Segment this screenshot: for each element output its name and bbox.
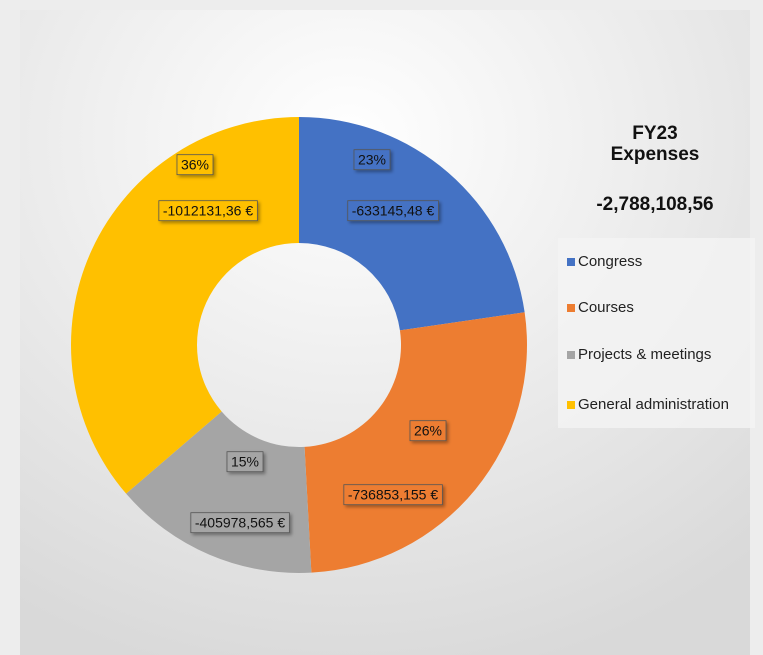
percentage-label-box [409,420,447,442]
donut-slice [299,117,525,331]
value-label: -1012131,36 € [163,203,254,219]
percentage-label-box [176,154,214,176]
value-label: -633145,48 € [352,203,435,219]
legend-swatch [567,258,575,266]
value-label: -405978,565 € [195,515,286,531]
total-label: -2,788,108,56 [596,194,713,215]
chart-title: FY23 Expenses [611,123,700,165]
legend-label: Courses [578,299,634,316]
percentage-label: 26% [414,423,442,439]
legend-swatch [567,401,575,409]
legend-label: Congress [578,253,642,270]
data-labels: 23% -633145,48 € 26% -736853,155 € 15% -40597… [158,149,447,534]
value-label-box [158,200,258,222]
percentage-label: 23% [358,152,386,168]
percentage-label-box [353,149,391,171]
value-label-box [347,200,439,222]
percentage-label: 15% [231,454,259,470]
value-label: -736853,155 € [348,487,439,503]
value-label-box [190,512,290,534]
percentage-label-box [226,451,264,473]
legend-swatch [567,351,575,359]
legend-label: Projects & meetings [578,346,711,363]
legend-swatch [567,304,575,312]
legend-box [558,238,755,428]
donut-slice [304,312,527,573]
value-label-box [343,484,443,506]
legend-label: General administration [578,396,729,413]
percentage-label: 36% [181,157,209,173]
legend: Congress Courses Projects & meetings Genera… [567,253,729,413]
